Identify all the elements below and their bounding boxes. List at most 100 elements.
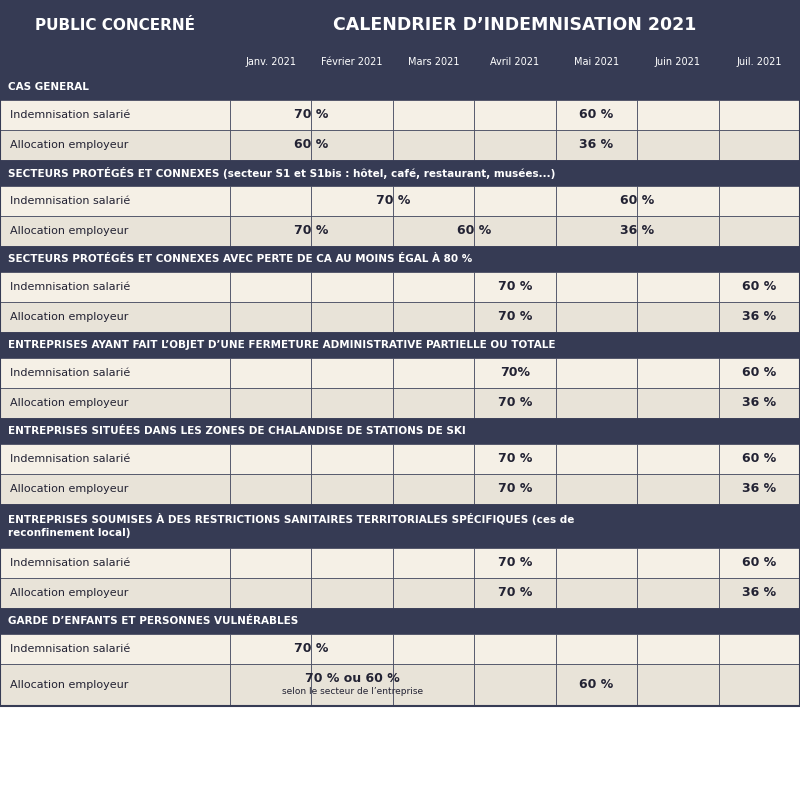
Bar [637, 444, 718, 474]
Bar [637, 186, 718, 216]
Text: 70 %: 70 % [498, 557, 532, 569]
Bar [637, 388, 718, 418]
Text: SECTEURS PROTÉGÉS ET CONNEXES AVEC PERTE DE CA AU MOINS ÉGAL À 80 %: SECTEURS PROTÉGÉS ET CONNEXES AVEC PERTE… [8, 254, 472, 264]
Text: 36 %: 36 % [579, 138, 614, 152]
Bar [0, 444, 230, 474]
Bar [556, 302, 637, 332]
Bar [0, 50, 230, 74]
Bar [556, 578, 637, 608]
Bar [0, 0, 800, 706]
Bar [718, 216, 800, 246]
Text: 36 %: 36 % [742, 483, 776, 495]
Text: reconfinement local): reconfinement local) [8, 528, 130, 538]
Bar [230, 634, 311, 664]
Bar [0, 388, 230, 418]
Bar [474, 302, 556, 332]
Bar [0, 664, 230, 706]
Bar [474, 130, 556, 160]
Bar [311, 216, 393, 246]
Bar [230, 50, 311, 74]
Bar [556, 548, 637, 578]
Text: Indemnisation salarié: Indemnisation salarié [10, 110, 130, 120]
Text: Allocation employeur: Allocation employeur [10, 484, 128, 494]
Text: 60 %: 60 % [579, 108, 614, 122]
Text: ENTREPRISES SITUÉES DANS LES ZONES DE CHALANDISE DE STATIONS DE SKI: ENTREPRISES SITUÉES DANS LES ZONES DE CH… [8, 426, 466, 436]
Text: CAS GENERAL: CAS GENERAL [8, 82, 89, 92]
Bar [0, 100, 230, 130]
Bar [0, 548, 230, 578]
Bar [0, 608, 800, 634]
Bar [637, 634, 718, 664]
Bar [393, 664, 474, 706]
Text: 36 %: 36 % [742, 311, 776, 323]
Bar [393, 130, 474, 160]
Bar [230, 272, 311, 302]
Bar [393, 50, 474, 74]
Text: Avril 2021: Avril 2021 [490, 57, 539, 67]
Bar [393, 100, 474, 130]
Text: 70 %: 70 % [294, 642, 329, 655]
Bar [637, 272, 718, 302]
Bar [230, 548, 311, 578]
Bar [311, 358, 393, 388]
Text: Mars 2021: Mars 2021 [408, 57, 459, 67]
Bar [556, 664, 637, 706]
Text: Indemnisation salarié: Indemnisation salarié [10, 644, 130, 654]
Text: PUBLIC CONCERNÉ: PUBLIC CONCERNÉ [35, 17, 195, 32]
Text: 36 %: 36 % [742, 396, 776, 410]
Text: 70 %: 70 % [498, 311, 532, 323]
Text: Janv. 2021: Janv. 2021 [246, 57, 296, 67]
Text: ENTREPRISES AYANT FAIT L’OBJET D’UNE FERMETURE ADMINISTRATIVE PARTIELLE OU TOTAL: ENTREPRISES AYANT FAIT L’OBJET D’UNE FER… [8, 340, 555, 350]
Bar [637, 358, 718, 388]
Bar [474, 634, 556, 664]
Text: Indemnisation salarié: Indemnisation salarié [10, 282, 130, 292]
Text: Février 2021: Février 2021 [322, 57, 383, 67]
Text: ENTREPRISES SOUMISES À DES RESTRICTIONS SANITAIRES TERRITORIALES SPÉCIFIQUES (ce: ENTREPRISES SOUMISES À DES RESTRICTIONS … [8, 513, 574, 525]
Text: SECTEURS PROTÉGÉS ET CONNEXES (secteur S1 et S1bis : hôtel, café, restaurant, mu: SECTEURS PROTÉGÉS ET CONNEXES (secteur S… [8, 167, 555, 179]
Bar [0, 634, 230, 664]
Text: 60 %: 60 % [294, 138, 329, 152]
Bar [556, 186, 637, 216]
Bar [718, 186, 800, 216]
Bar [311, 548, 393, 578]
Bar [311, 388, 393, 418]
Bar [637, 548, 718, 578]
Bar [230, 0, 800, 50]
Bar [230, 130, 311, 160]
Bar [230, 578, 311, 608]
Text: 36 %: 36 % [620, 225, 654, 238]
Text: Mai 2021: Mai 2021 [574, 57, 619, 67]
Bar [718, 130, 800, 160]
Text: selon le secteur de l’entreprise: selon le secteur de l’entreprise [282, 688, 422, 696]
Bar [311, 444, 393, 474]
Bar [637, 474, 718, 504]
Bar [311, 186, 393, 216]
Bar [556, 444, 637, 474]
Bar [311, 578, 393, 608]
Bar [474, 100, 556, 130]
Bar [718, 634, 800, 664]
Text: 60 %: 60 % [742, 280, 777, 294]
Bar [556, 272, 637, 302]
Text: Indemnisation salarié: Indemnisation salarié [10, 558, 130, 568]
Bar [718, 444, 800, 474]
Bar [0, 160, 800, 186]
Text: Allocation employeur: Allocation employeur [10, 588, 128, 598]
Text: Allocation employeur: Allocation employeur [10, 226, 128, 236]
Bar [311, 100, 393, 130]
Bar [393, 388, 474, 418]
Bar [0, 0, 230, 50]
Bar [474, 444, 556, 474]
Bar [0, 578, 230, 608]
Text: GARDE D’ENFANTS ET PERSONNES VULNÉRABLES: GARDE D’ENFANTS ET PERSONNES VULNÉRABLES [8, 616, 298, 626]
Text: 70 %: 70 % [498, 586, 532, 600]
Bar [474, 216, 556, 246]
Bar [637, 130, 718, 160]
Bar [0, 474, 230, 504]
Bar [474, 664, 556, 706]
Bar [474, 578, 556, 608]
Text: 60 %: 60 % [579, 678, 614, 692]
Bar [637, 216, 718, 246]
Bar [311, 664, 393, 706]
Bar [393, 358, 474, 388]
